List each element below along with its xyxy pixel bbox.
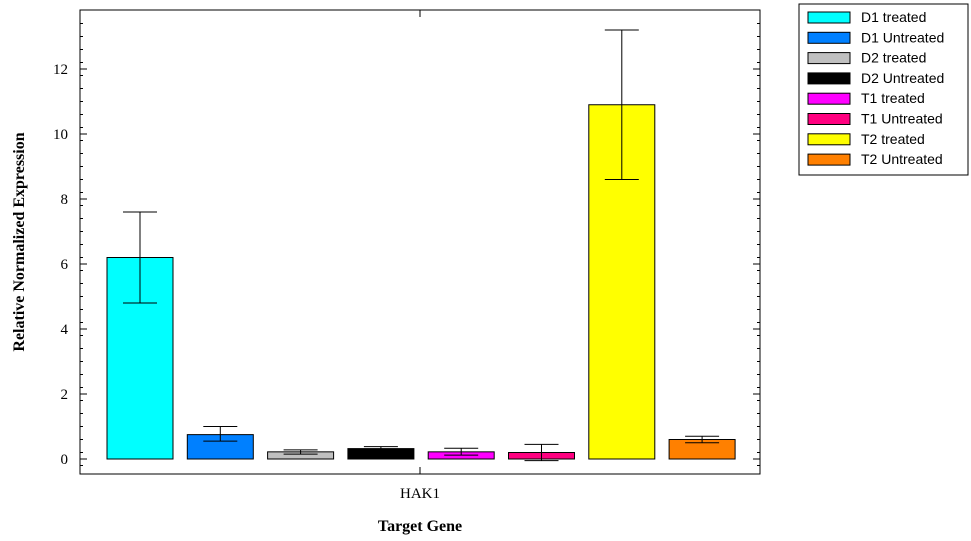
legend-swatch bbox=[807, 11, 851, 24]
legend-item: T1 Untreated bbox=[807, 111, 943, 127]
error-bar-d1-untreated bbox=[203, 426, 238, 442]
legend-item: T2 treated bbox=[807, 131, 925, 147]
legend: D1 treated D1 Untreated D2 treated D2 Untre… bbox=[798, 3, 969, 176]
error-bar-t2-untreated bbox=[685, 435, 720, 444]
legend-item: D1 treated bbox=[807, 9, 926, 25]
y-tick-label: 10 bbox=[53, 127, 68, 143]
x-axis-title: Target Gene bbox=[378, 518, 462, 535]
legend-label: D2 treated bbox=[861, 50, 926, 66]
error-bar-d1-treated bbox=[123, 211, 157, 304]
legend-label: T2 treated bbox=[861, 131, 925, 147]
legend-label: T1 Untreated bbox=[861, 111, 943, 127]
error-bar-d2-untreated bbox=[363, 446, 398, 452]
x-axis: HAK1 bbox=[400, 10, 440, 502]
y-tick-label: 0 bbox=[61, 452, 69, 468]
legend-swatch bbox=[807, 72, 851, 85]
bars-group bbox=[106, 104, 736, 460]
legend-item: D2 treated bbox=[807, 50, 926, 66]
legend-swatch bbox=[807, 113, 851, 125]
legend-swatch bbox=[807, 133, 851, 146]
legend-item: D2 Untreated bbox=[807, 70, 944, 86]
y-axis-title: Relative Normalized Expression bbox=[11, 132, 28, 351]
legend-swatch bbox=[807, 92, 851, 105]
error-bar-t1-treated bbox=[444, 447, 479, 456]
legend-label: T1 treated bbox=[861, 90, 925, 106]
error-bar-d2-treated bbox=[283, 449, 318, 455]
legend-swatch bbox=[807, 31, 851, 44]
legend-item: T1 treated bbox=[807, 90, 925, 106]
legend-label: T2 Untreated bbox=[861, 151, 943, 167]
legend-label: D1 treated bbox=[861, 9, 926, 25]
legend-swatch bbox=[807, 153, 851, 166]
legend-item: D1 Untreated bbox=[807, 29, 944, 45]
y-tick-label: 12 bbox=[53, 62, 68, 78]
legend-swatch bbox=[807, 52, 851, 65]
error-bar-t1-untreated bbox=[524, 443, 559, 462]
legend-label: D2 Untreated bbox=[861, 70, 944, 86]
plot-area-frame bbox=[79, 9, 761, 475]
legend-item: T2 Untreated bbox=[807, 151, 943, 167]
error-bar-t2-treated bbox=[604, 29, 639, 180]
y-tick-label: 4 bbox=[61, 322, 69, 338]
error-bars-group bbox=[123, 29, 720, 462]
legend-label: D1 Untreated bbox=[861, 29, 944, 45]
y-tick-label: 8 bbox=[61, 192, 69, 208]
x-tick-label: HAK1 bbox=[400, 486, 440, 502]
y-axis: 0 2 4 6 8 10 12 bbox=[53, 23, 760, 468]
y-tick-label: 6 bbox=[61, 257, 69, 273]
y-tick-label: 2 bbox=[61, 387, 69, 403]
